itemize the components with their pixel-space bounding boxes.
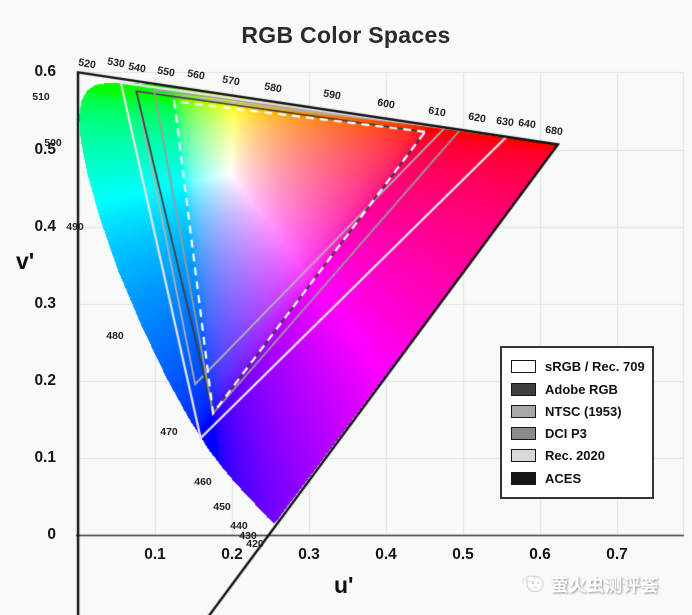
legend-swatch (511, 360, 536, 374)
y-tick-0: 0 (47, 526, 56, 543)
x-tick-0.7: 0.7 (606, 546, 628, 563)
watermark-text: 萤火虫测评荟 (551, 575, 659, 595)
legend-entry-label: Rec. 2020 (545, 448, 605, 464)
firefly-icon (522, 575, 544, 593)
legend-swatch (511, 404, 536, 418)
wavelength-label-510: 510 (32, 91, 50, 103)
x-tick-0.4: 0.4 (375, 546, 397, 563)
y-tick-0.5: 0.5 (34, 140, 56, 158)
wavelength-label-680: 680 (544, 123, 564, 139)
legend-entry: Adobe RGB (511, 382, 643, 397)
legend-entry: NTSC (1953) (511, 404, 643, 419)
x-tick-0.2: 0.2 (221, 546, 243, 563)
watermark: 萤火虫测评荟 (520, 570, 659, 596)
legend-entry-label: ACES (545, 470, 582, 486)
x-axis-label: u' (334, 572, 354, 598)
wavelength-label-430: 430 (239, 530, 257, 542)
wavelength-label-440: 440 (230, 520, 248, 532)
wavelength-label-450: 450 (213, 501, 231, 513)
legend-entry: ACES (511, 471, 643, 486)
y-tick-0.2: 0.2 (34, 371, 56, 389)
legend-swatch (511, 382, 536, 396)
legend-swatch (511, 449, 536, 463)
legend-entry: DCI P3 (511, 426, 643, 441)
wavelength-label-640: 640 (517, 116, 537, 132)
y-tick-0.1: 0.1 (34, 448, 56, 466)
y-tick-0.3: 0.3 (34, 294, 56, 312)
legend-entry: sRGB / Rec. 709 (511, 359, 645, 375)
x-tick-0.1: 0.1 (144, 546, 166, 563)
y-tick-0.4: 0.4 (34, 217, 56, 235)
y-axis-label: v' (16, 248, 35, 274)
y-tick-0.6: 0.6 (34, 63, 56, 81)
wavelength-label-460: 460 (194, 476, 212, 488)
wavelength-label-420: 420 (246, 538, 264, 550)
legend-entry-label: sRGB / Rec. 709 (545, 359, 645, 375)
legend-entry-label: DCI P3 (545, 426, 587, 442)
legend-swatch (511, 427, 536, 441)
x-tick-0.6: 0.6 (529, 546, 551, 563)
legend-entry: Rec. 2020 (511, 448, 643, 463)
x-tick-0.5: 0.5 (452, 546, 474, 563)
wavelength-label-490: 490 (66, 221, 84, 233)
wavelength-label-480: 480 (106, 330, 124, 342)
legend: sRGB / Rec. 709 Adobe RGB NTSC (1953) DCI P… (500, 346, 654, 499)
chart-title: RGB Color Spaces (241, 22, 451, 48)
wavelength-label-470: 470 (160, 426, 178, 438)
legend-swatch (511, 471, 536, 485)
legend-entry-label: NTSC (1953) (545, 403, 622, 419)
wavelength-label-630: 630 (495, 114, 515, 130)
legend-entry-label: Adobe RGB (545, 381, 618, 397)
x-tick-0.3: 0.3 (298, 546, 320, 563)
wavelength-label-500: 500 (44, 137, 62, 149)
